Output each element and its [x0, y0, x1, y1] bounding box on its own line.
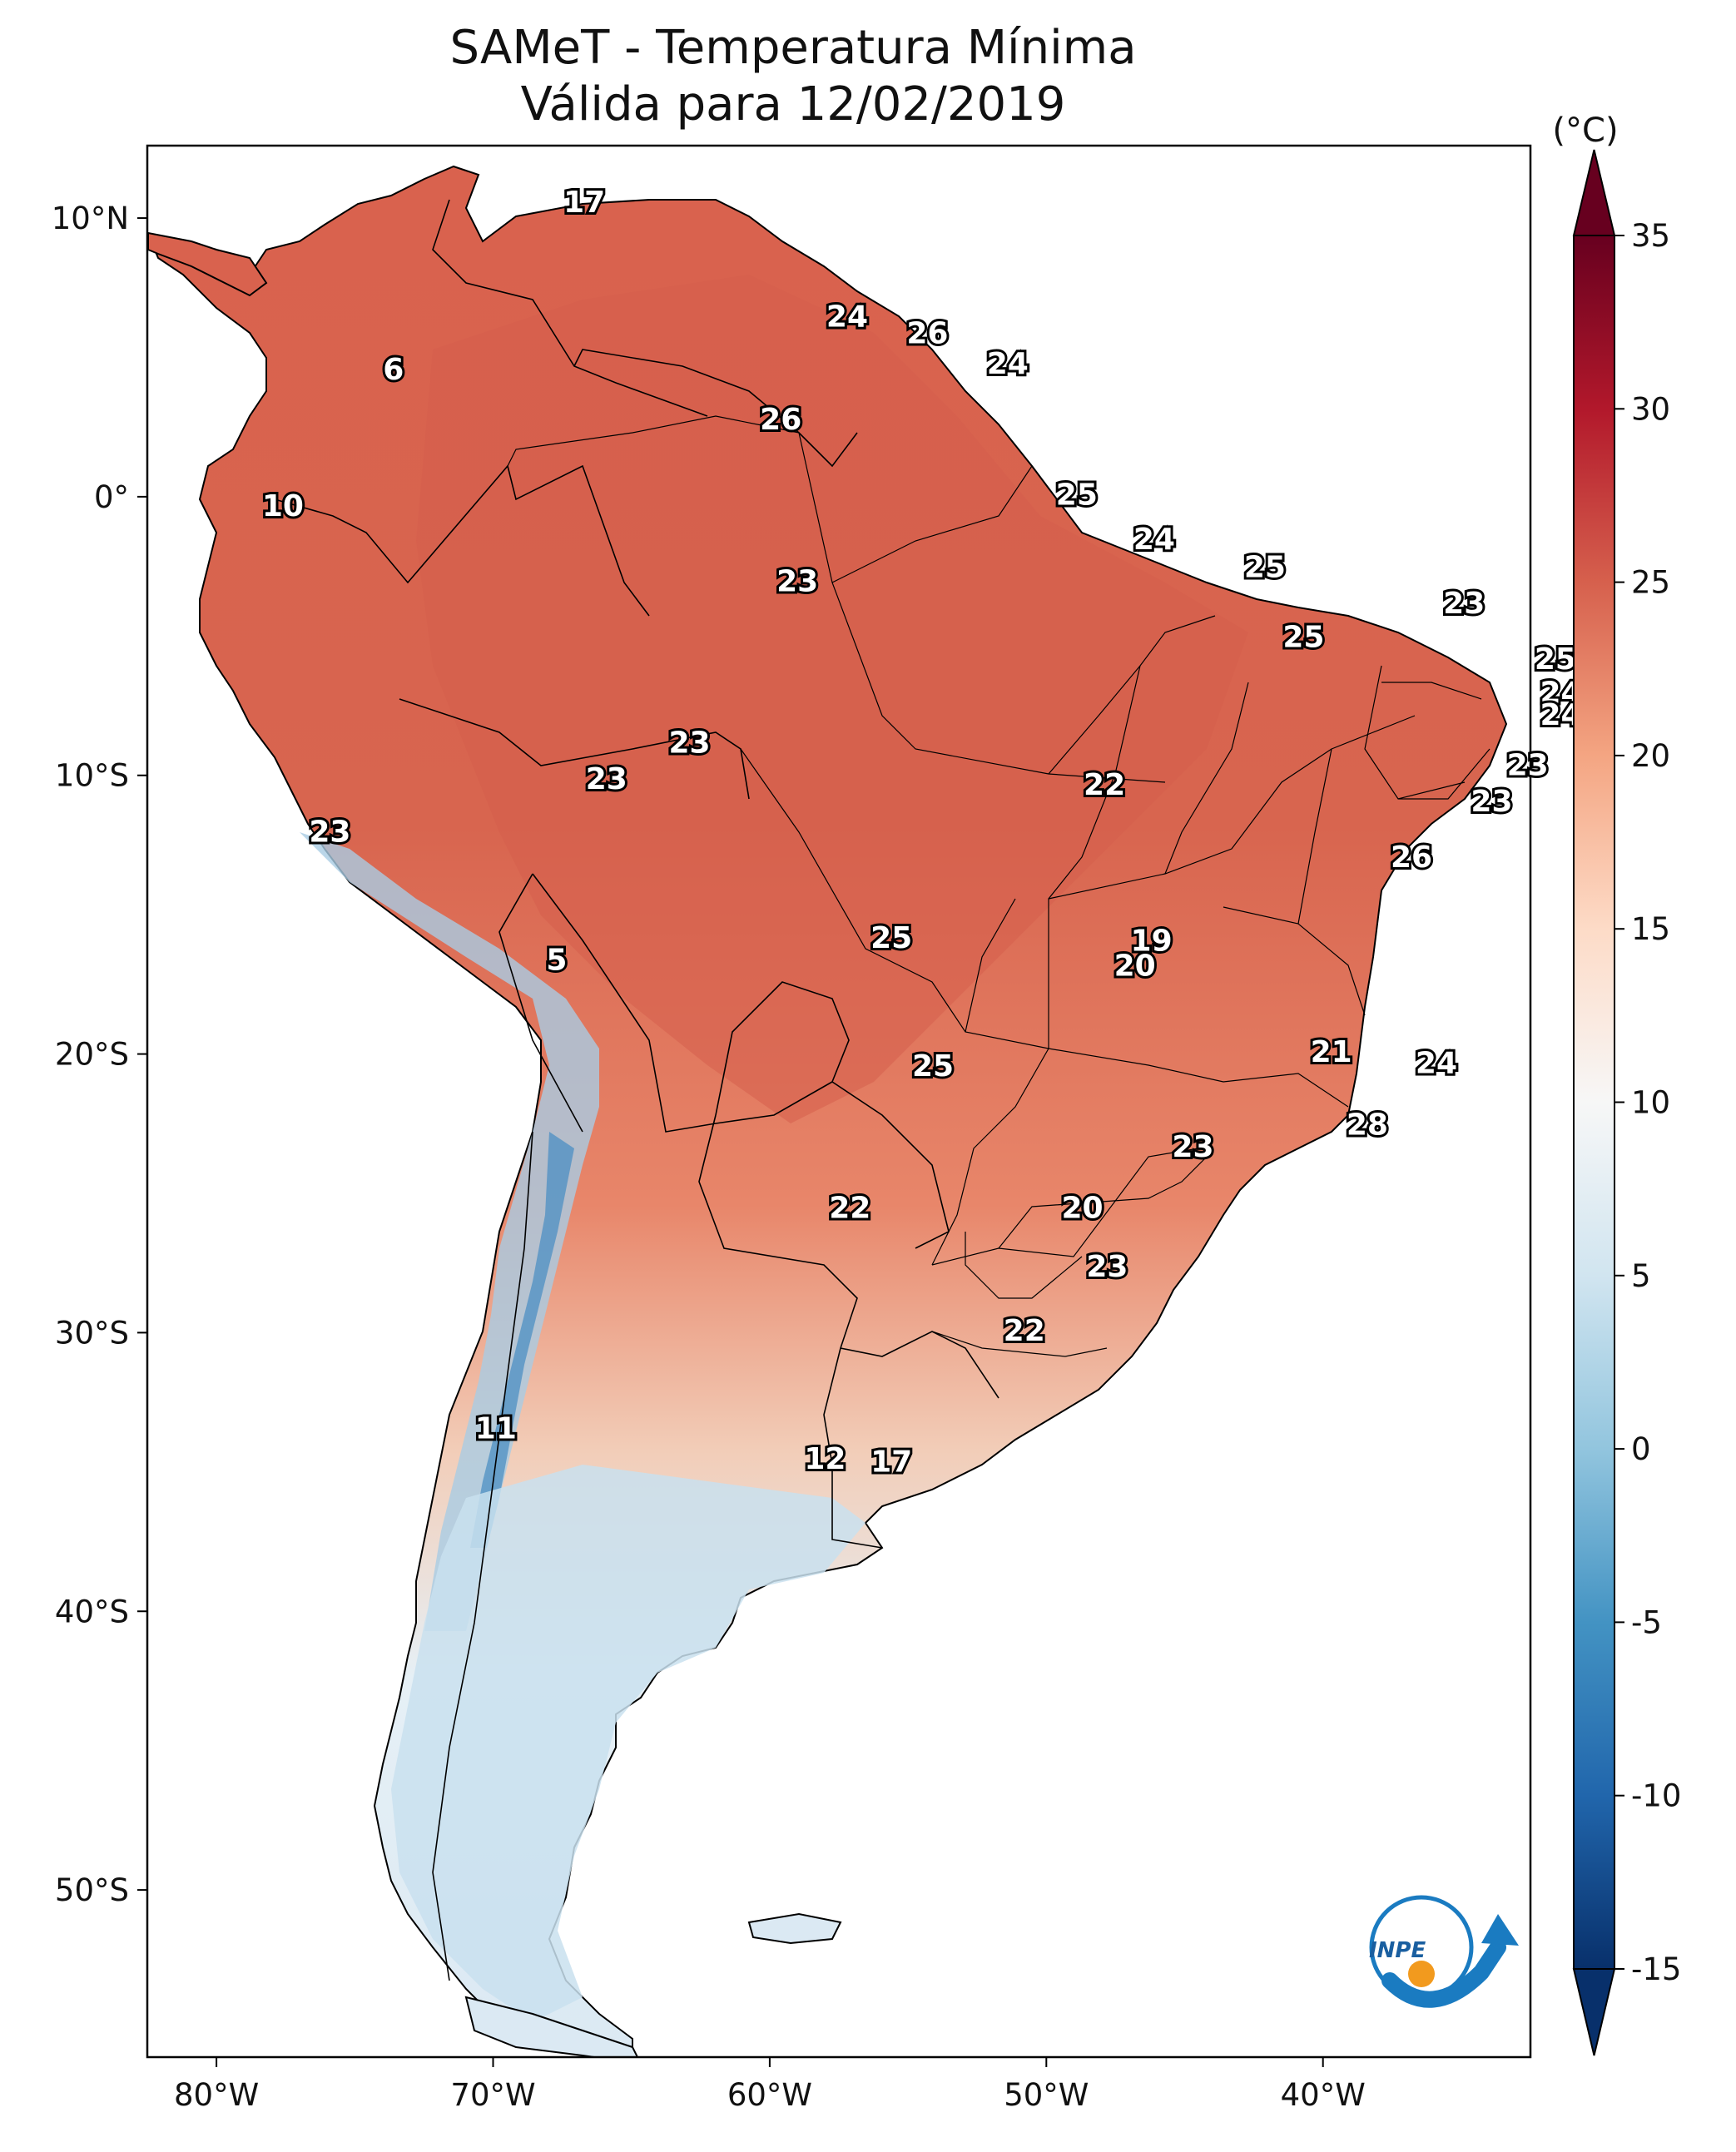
temperature-label: 20: [1061, 1192, 1103, 1226]
temperature-label: 23: [1443, 587, 1485, 621]
temperature-label: 23: [1507, 748, 1549, 782]
temperature-label: 26: [1391, 840, 1432, 875]
colorbar-tick-label: -10: [1631, 1778, 1681, 1814]
temperature-label: 25: [1535, 642, 1576, 677]
central-america: [147, 231, 268, 297]
colorbar-gradient: [1573, 235, 1615, 1970]
falkland-islands: [747, 1912, 842, 1945]
lat-tick-label: 20°S: [55, 1037, 129, 1073]
temperature-label: 24: [1133, 523, 1175, 557]
lat-tick-label: 30°S: [55, 1315, 129, 1351]
temperature-label: 23: [1172, 1130, 1213, 1164]
colorbar-max-arrow: [1572, 149, 1616, 236]
lat-tick-labels: 10°N 0° 10°S 20°S 30°S 40°S 50°S: [52, 201, 129, 1908]
tierra-del-fuego: [464, 1996, 639, 2057]
patagonia-cool-region: [391, 1465, 866, 2022]
temperature-label: 26: [760, 403, 801, 437]
state-borders: [507, 415, 1490, 1357]
colorbar-tick-label: -15: [1631, 1951, 1681, 1987]
temperature-label: 23: [1086, 1250, 1128, 1284]
temperature-label: 20: [1114, 949, 1156, 983]
temperature-label: 11: [475, 1411, 517, 1445]
lon-tick-label: 40°W: [1281, 2077, 1366, 2113]
colorbar-tick-label: 5: [1631, 1258, 1651, 1294]
lon-tick-marks: [216, 2057, 1324, 2067]
temperature-label: 24: [1416, 1047, 1457, 1081]
temperature-label: 17: [563, 186, 605, 220]
map-frame-border: [146, 144, 1532, 2059]
lat-tick-label: 0°: [94, 479, 129, 515]
map-subtitle: Válida para 12/02/2019: [520, 77, 1066, 131]
colorbar-tick-label: 30: [1631, 391, 1670, 427]
temperature-label: 22: [1084, 768, 1125, 802]
temperature-label: 21: [1311, 1035, 1352, 1069]
temperature-label: 25: [1056, 478, 1098, 513]
map-layer: [147, 165, 1508, 2057]
temperature-label: 19: [1131, 924, 1173, 958]
andes-ridge: [470, 1132, 574, 1548]
colorbar-tick-label: 25: [1631, 565, 1670, 601]
temperature-label: 25: [1244, 551, 1286, 585]
colorbar-tick-label: 10: [1631, 1085, 1670, 1121]
country-borders: [274, 199, 999, 1981]
warm-interior-region: [416, 275, 1248, 1123]
colorbar-tick-label: 35: [1631, 218, 1670, 254]
temperature-label: 10: [262, 489, 304, 523]
map-title: SAMeT - Temperatura Mínima: [449, 21, 1137, 75]
temperature-label: 26: [906, 316, 948, 350]
temperature-label: 23: [586, 762, 627, 796]
temperature-label: 25: [1282, 620, 1324, 654]
lat-tick-label: 10°S: [55, 758, 129, 794]
lon-tick-label: 50°W: [1004, 2077, 1089, 2113]
colorbar-tick-label: 0: [1631, 1431, 1651, 1467]
colorbar: 35 30 25 20 15 10 5 0 -5 -10 -15 (°C): [1552, 112, 1681, 2056]
colorbar-tick-label: 20: [1631, 738, 1670, 774]
temperature-label: 23: [776, 564, 818, 598]
temperature-label: 25: [912, 1049, 954, 1083]
lon-tick-labels: 80°W 70°W 60°W 50°W 40°W: [174, 2077, 1366, 2113]
temperature-label: 25: [870, 921, 912, 955]
lon-tick-label: 80°W: [174, 2077, 259, 2113]
temperature-label: 24: [826, 300, 868, 334]
temperature-label: 23: [668, 726, 710, 761]
temperature-label: 23: [309, 816, 350, 850]
temperature-label: 28: [1347, 1108, 1388, 1142]
lat-tick-marks: [137, 217, 147, 1892]
colorbar-tick-marks: [1614, 235, 1624, 1970]
andes-cold-band: [300, 832, 599, 1631]
temperature-label: 5: [546, 944, 567, 978]
lat-tick-label: 50°S: [55, 1872, 129, 1908]
temperature-label: 24: [987, 347, 1029, 381]
temperature-label: 12: [804, 1442, 846, 1476]
temperature-label: 6: [383, 353, 404, 387]
lon-tick-label: 60°W: [727, 2077, 812, 2113]
inpe-logo-text: INPE: [1369, 1938, 1426, 1963]
colorbar-min-arrow: [1572, 1968, 1616, 2056]
inpe-logo: INPE: [1369, 1895, 1519, 2008]
temperature-label: 23: [1471, 785, 1512, 819]
colorbar-tick-label: 15: [1631, 911, 1670, 947]
lon-tick-label: 70°W: [450, 2077, 535, 2113]
temperature-label: 17: [870, 1445, 912, 1479]
lat-tick-label: 10°N: [52, 201, 129, 236]
lat-tick-label: 40°S: [55, 1594, 129, 1629]
colorbar-tick-labels: 35 30 25 20 15 10 5 0 -5 -10 -15: [1631, 218, 1681, 1987]
temperature-label: 22: [829, 1192, 870, 1226]
temperature-label: 22: [1004, 1314, 1045, 1348]
colorbar-unit: (°C): [1552, 112, 1618, 150]
colorbar-tick-label: -5: [1631, 1604, 1662, 1640]
